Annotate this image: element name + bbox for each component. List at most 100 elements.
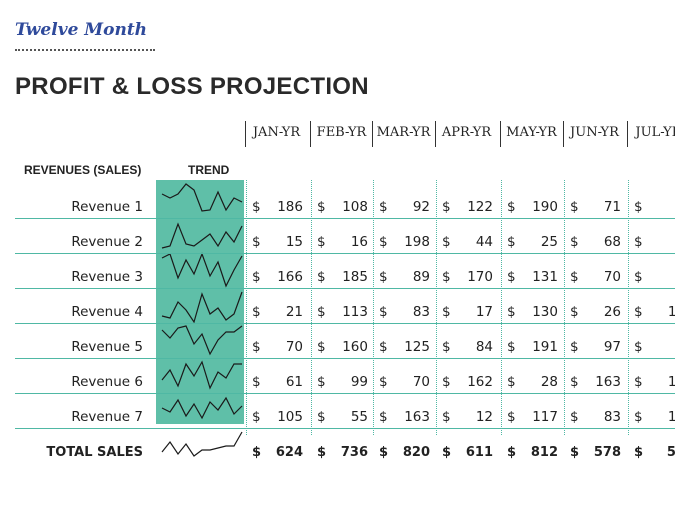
sparkline xyxy=(161,360,242,390)
currency: $ xyxy=(379,304,388,320)
currency: $ xyxy=(379,445,389,460)
column-separator xyxy=(435,121,436,147)
currency: $ xyxy=(442,269,451,285)
column-divider xyxy=(564,180,565,435)
trend-header: TREND xyxy=(188,163,230,177)
cell-value: 68 xyxy=(603,234,621,250)
cell-value: 163 xyxy=(595,374,621,390)
cell-value: 92 xyxy=(412,199,430,215)
cell-value: 190 xyxy=(532,199,558,215)
total-value: 812 xyxy=(530,445,558,460)
currency: $ xyxy=(507,234,516,250)
cell-value: 28 xyxy=(540,374,558,390)
currency: $ xyxy=(507,304,516,320)
sparklines xyxy=(161,183,243,457)
total-value: 578 xyxy=(593,445,621,460)
currency: $ xyxy=(252,269,261,285)
currency: $ xyxy=(252,339,261,355)
total-value: 820 xyxy=(402,445,430,460)
currency: $ xyxy=(379,269,388,285)
cell-value: 70 xyxy=(285,339,303,355)
column-header: JUN-YR xyxy=(570,125,619,140)
currency: $ xyxy=(252,445,262,460)
cell-value: 55 xyxy=(350,409,368,425)
currency: $ xyxy=(317,304,326,320)
cell-value: 83 xyxy=(412,304,430,320)
column-header: MAR-YR xyxy=(376,125,431,140)
currency: $ xyxy=(379,409,388,425)
currency: $ xyxy=(570,234,579,250)
currency: $ xyxy=(317,445,327,460)
column-header: MAY-YR xyxy=(506,125,557,140)
cell-value: 99 xyxy=(350,374,368,390)
row-line xyxy=(15,323,675,324)
column-divider xyxy=(311,180,312,435)
currency: $ xyxy=(442,234,451,250)
cell-value: 122 xyxy=(467,199,493,215)
row-label: Revenue 3 xyxy=(71,269,143,285)
cell-value: 25 xyxy=(540,234,558,250)
cell-value: 191 xyxy=(532,339,558,355)
cell-value: 113 xyxy=(342,304,368,320)
currency: $ xyxy=(507,374,516,390)
currency: $ xyxy=(252,234,261,250)
currency: $ xyxy=(317,269,326,285)
currency: $ xyxy=(379,374,388,390)
currency: $ xyxy=(252,409,261,425)
cell-value: 16 xyxy=(350,234,368,250)
cell-value: 5 xyxy=(645,269,675,285)
cell-value: 105 xyxy=(277,409,303,425)
currency: $ xyxy=(570,199,579,215)
cell-value: 117 xyxy=(532,409,558,425)
currency: $ xyxy=(442,199,451,215)
column-separator xyxy=(563,121,564,147)
currency: $ xyxy=(570,445,580,460)
row-label: Revenue 5 xyxy=(71,339,143,355)
cell-value: 84 xyxy=(475,339,493,355)
cell-value: 15 xyxy=(285,234,303,250)
column-divider xyxy=(436,180,437,435)
currency: $ xyxy=(570,409,579,425)
cell-value: 97 xyxy=(603,339,621,355)
currency: $ xyxy=(570,269,579,285)
currency: $ xyxy=(317,234,326,250)
sparkline xyxy=(161,291,243,324)
currency: $ xyxy=(379,199,388,215)
row-line xyxy=(15,428,675,429)
column-divider xyxy=(246,180,247,435)
cell-value: 1 xyxy=(645,339,675,355)
cell-value: 26 xyxy=(603,304,621,320)
currency: $ xyxy=(442,445,452,460)
currency: $ xyxy=(252,304,261,320)
total-value: 624 xyxy=(275,445,303,460)
cell-value: 4 xyxy=(645,234,675,250)
cell-value: 16 xyxy=(667,409,675,425)
currency: $ xyxy=(317,374,326,390)
cell-value: 130 xyxy=(532,304,558,320)
row-line xyxy=(15,358,675,359)
column-header: FEB-YR xyxy=(316,125,367,140)
sparkline xyxy=(161,431,243,457)
row-line xyxy=(15,393,675,394)
total-value: 611 xyxy=(465,445,493,460)
currency: $ xyxy=(379,234,388,250)
cell-value: 160 xyxy=(342,339,368,355)
column-separator xyxy=(310,121,311,147)
currency: $ xyxy=(634,234,643,250)
column-divider xyxy=(628,180,629,435)
currency: $ xyxy=(379,339,388,355)
cell-value: 2 xyxy=(645,199,675,215)
currency: $ xyxy=(442,304,451,320)
sparkline xyxy=(161,396,243,420)
cell-value: 108 xyxy=(342,199,368,215)
cell-value: 186 xyxy=(277,199,303,215)
sparkline xyxy=(161,325,243,356)
cell-value: 162 xyxy=(467,374,493,390)
cell-value: 12 xyxy=(475,409,493,425)
row-label: Revenue 2 xyxy=(71,234,143,250)
cell-value: 61 xyxy=(285,374,303,390)
cell-value: 21 xyxy=(285,304,303,320)
column-header: JAN-YR xyxy=(252,125,301,140)
sparkline xyxy=(161,183,243,212)
